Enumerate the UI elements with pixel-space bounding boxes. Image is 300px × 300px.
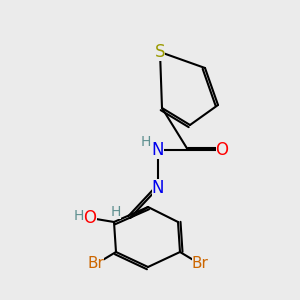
Text: H: H [74, 209, 84, 223]
Text: H: H [111, 205, 121, 219]
Text: H: H [141, 135, 151, 149]
Text: S: S [155, 43, 165, 61]
Text: O: O [83, 209, 97, 227]
Text: Br: Br [192, 256, 208, 272]
Text: N: N [152, 179, 164, 197]
Text: N: N [152, 141, 164, 159]
Text: O: O [215, 141, 229, 159]
Text: Br: Br [88, 256, 104, 272]
